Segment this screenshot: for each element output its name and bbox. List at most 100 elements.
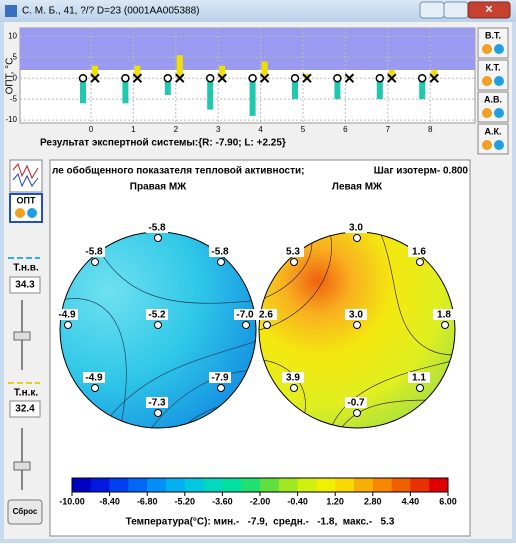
right-marker bbox=[205, 73, 215, 83]
graph-button[interactable] bbox=[9, 159, 43, 193]
point-label-bg bbox=[146, 397, 168, 408]
point-label-bg bbox=[408, 372, 430, 383]
point-label-bg bbox=[234, 309, 256, 320]
colorbar-cell bbox=[335, 478, 355, 492]
left-marker bbox=[175, 73, 185, 83]
left-marker bbox=[259, 73, 270, 83]
colorbar-cell bbox=[372, 478, 393, 492]
colorbar-tick-label: 4.40 bbox=[402, 496, 420, 506]
tnk-slider-thumb[interactable] bbox=[13, 461, 31, 471]
bar bbox=[431, 69, 438, 79]
measure-point bbox=[353, 234, 361, 242]
isotherm bbox=[60, 298, 127, 428]
colorbar-cell bbox=[222, 478, 242, 492]
y-tick-label: -10 bbox=[5, 115, 17, 124]
app-icon bbox=[5, 5, 17, 17]
point-label: -7.3 bbox=[148, 398, 166, 409]
point-label: -4.9 bbox=[85, 373, 103, 384]
bar bbox=[176, 55, 183, 79]
opt-icon bbox=[27, 208, 37, 218]
bar bbox=[304, 74, 310, 79]
left-marker bbox=[429, 73, 439, 83]
point-label-bg bbox=[83, 372, 105, 383]
button-icon bbox=[494, 76, 504, 86]
colorbar-cell bbox=[410, 478, 430, 492]
opt-button[interactable] bbox=[9, 193, 43, 223]
measure-point bbox=[217, 384, 225, 392]
title-bar bbox=[0, 0, 516, 22]
side-button[interactable] bbox=[477, 59, 509, 91]
tnk-field[interactable] bbox=[9, 400, 41, 418]
colorbar-cell bbox=[72, 478, 92, 492]
button-icon bbox=[494, 108, 504, 118]
x-tick-label: 7 bbox=[386, 125, 391, 134]
right-marker bbox=[78, 73, 88, 83]
right-marker bbox=[417, 73, 427, 83]
bar bbox=[261, 61, 268, 79]
norm-band bbox=[20, 28, 475, 70]
side-button[interactable] bbox=[477, 91, 509, 123]
bar bbox=[122, 78, 129, 104]
colorbar-tick-label: 6.00 bbox=[439, 496, 457, 506]
bar bbox=[292, 78, 298, 100]
point-label-bg bbox=[83, 246, 105, 257]
colorbar-cell bbox=[109, 478, 129, 492]
reset-button[interactable] bbox=[7, 499, 43, 525]
tnk-label: Т.н.к. bbox=[14, 388, 39, 399]
isotherm-step: Шаг изотерм- 0.800 bbox=[374, 166, 469, 177]
point-label: 1.1 bbox=[412, 373, 426, 384]
bar bbox=[134, 65, 141, 79]
measure-point bbox=[416, 258, 424, 266]
colorbar-tick-label: -10.00 bbox=[59, 496, 85, 506]
side-button[interactable] bbox=[477, 27, 509, 59]
point-label-bg bbox=[209, 246, 231, 257]
map-heading: ле обобщенного показателя тепловой актив… bbox=[52, 165, 305, 177]
y-tick-label: 0 bbox=[13, 73, 18, 82]
measure-point bbox=[91, 258, 99, 266]
colorbar-tick-label: -5.20 bbox=[175, 496, 196, 506]
x-tick-label: 2 bbox=[174, 125, 179, 134]
left-title: Левая МЖ bbox=[332, 182, 383, 193]
x-tick-label: 3 bbox=[216, 125, 221, 134]
measure-point bbox=[64, 321, 72, 329]
measure-point bbox=[290, 384, 298, 392]
measure-point bbox=[353, 321, 361, 329]
colorbar-tick-label: -0.40 bbox=[287, 496, 308, 506]
measure-point bbox=[217, 258, 225, 266]
minimize-button[interactable] bbox=[419, 1, 445, 19]
bar bbox=[376, 78, 383, 100]
point-label: -5.8 bbox=[211, 247, 229, 258]
y-axis-label: ОПТ, °C bbox=[5, 58, 16, 95]
measure-point bbox=[441, 321, 449, 329]
close-button[interactable] bbox=[467, 1, 511, 19]
colorbar-cell bbox=[241, 478, 261, 492]
colorbar-cell bbox=[354, 478, 374, 492]
colorbar-tick-label: -6.80 bbox=[137, 496, 158, 506]
measure-point bbox=[416, 384, 424, 392]
colorbar-tick-label: -2.00 bbox=[250, 496, 271, 506]
colorbar-tick-label: 1.20 bbox=[326, 496, 344, 506]
x-tick-label: 0 bbox=[89, 125, 94, 134]
point-label-bg bbox=[209, 372, 231, 383]
point-label: -4.9 bbox=[58, 310, 76, 321]
tnv-field[interactable] bbox=[9, 276, 41, 294]
graph-icon bbox=[12, 172, 39, 188]
point-label-bg bbox=[255, 309, 277, 320]
button-icon bbox=[494, 44, 504, 54]
point-label: -7.0 bbox=[236, 310, 254, 321]
point-label: 3.9 bbox=[286, 373, 300, 384]
right-marker bbox=[375, 73, 385, 83]
point-label: 5.3 bbox=[286, 247, 300, 258]
side-button[interactable] bbox=[477, 123, 509, 155]
maximize-button[interactable] bbox=[443, 1, 469, 19]
tnv-slider-thumb[interactable] bbox=[13, 331, 31, 341]
x-tick-label: 5 bbox=[301, 125, 306, 134]
button-icon bbox=[482, 44, 492, 54]
point-label-bg bbox=[345, 222, 367, 233]
measure-point bbox=[242, 321, 250, 329]
button-icon bbox=[494, 140, 504, 150]
point-label-bg bbox=[282, 246, 304, 257]
colorbar-cell bbox=[203, 478, 223, 492]
tnv-label: Т.н.в. bbox=[13, 263, 39, 274]
colorbar-cell bbox=[278, 478, 299, 492]
